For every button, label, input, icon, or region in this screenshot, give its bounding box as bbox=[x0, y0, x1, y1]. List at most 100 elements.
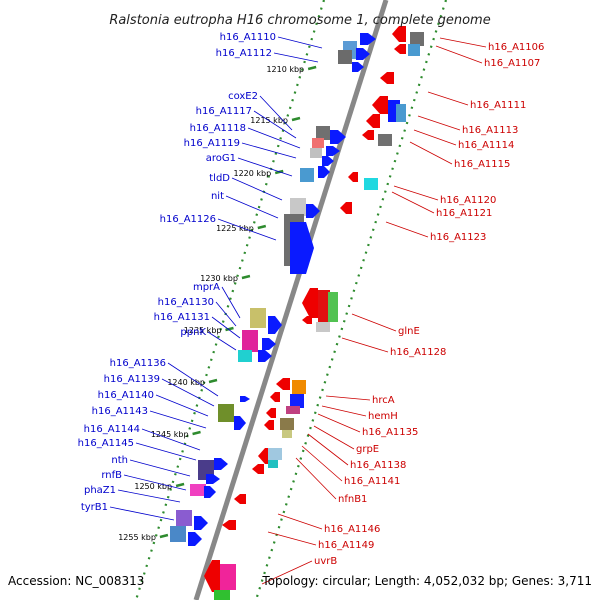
left-gene-labels: h16_A1110 h16_A1112 coxE2 h16_A1117 h16_A111… bbox=[78, 32, 323, 521]
left-leader-line bbox=[117, 489, 181, 503]
kbp-tick bbox=[225, 326, 234, 332]
gene-block bbox=[396, 104, 406, 122]
gene-block bbox=[364, 178, 378, 190]
right-leader-line bbox=[261, 560, 313, 585]
right-gene-label: h16_A1149 bbox=[318, 540, 374, 551]
gene-block bbox=[338, 50, 352, 64]
left-leader-line bbox=[149, 410, 207, 429]
right-leader-line bbox=[435, 45, 483, 64]
forward-gene-arrow bbox=[262, 338, 276, 350]
reverse-gene-arrow bbox=[394, 44, 406, 54]
gene-block bbox=[250, 308, 266, 328]
left-leader-line bbox=[155, 394, 209, 417]
forward-gene-arrow bbox=[306, 204, 320, 218]
kbp-label: 1240 kbp bbox=[167, 378, 205, 387]
gene-block bbox=[328, 292, 338, 322]
right-gene-label: h16_A1141 bbox=[344, 476, 400, 487]
reverse-gene-arrow bbox=[270, 392, 280, 402]
left-gene-label: h16_A1143 bbox=[92, 406, 148, 417]
right-leader-line bbox=[317, 413, 361, 433]
reverse-gene-arrow bbox=[392, 26, 406, 42]
right-tick-track bbox=[254, 0, 448, 600]
left-leader-line bbox=[129, 459, 191, 477]
right-leader-line bbox=[295, 457, 337, 500]
left-leader-line bbox=[253, 110, 297, 139]
left-gene-label: h16_A1126 bbox=[160, 214, 216, 225]
left-leader-line bbox=[217, 218, 277, 241]
right-leader-line bbox=[267, 531, 317, 546]
forward-gene-arrow bbox=[330, 130, 346, 144]
gene-features bbox=[170, 26, 424, 600]
gene-block bbox=[378, 134, 392, 146]
left-gene-label: h16_A1139 bbox=[104, 374, 160, 385]
right-leader-line bbox=[417, 115, 461, 131]
gene-block bbox=[268, 448, 282, 460]
right-gene-label: h16_A1123 bbox=[430, 232, 486, 243]
right-gene-label: h16_A1107 bbox=[484, 58, 540, 69]
gene-block bbox=[290, 394, 304, 408]
reverse-gene-arrow bbox=[266, 408, 276, 418]
right-gene-label: h16_A1146 bbox=[324, 524, 380, 535]
gene-block bbox=[268, 460, 278, 468]
reverse-gene-arrow bbox=[340, 202, 352, 214]
left-gene-label: nit bbox=[211, 191, 224, 202]
left-leader-line bbox=[273, 52, 319, 63]
gene-block bbox=[170, 526, 186, 542]
kbp-tick bbox=[307, 65, 317, 71]
kbp-label: 1225 kbp bbox=[216, 224, 254, 233]
left-gene-label: aroG1 bbox=[206, 153, 236, 164]
right-leader-line bbox=[277, 513, 323, 530]
right-leader-line bbox=[325, 395, 371, 401]
right-gene-label: h16_A1135 bbox=[362, 427, 418, 438]
forward-gene-arrow bbox=[356, 48, 370, 60]
gene-block bbox=[282, 430, 292, 438]
right-leader-line bbox=[439, 37, 487, 48]
left-gene-label: h16_A1112 bbox=[216, 48, 272, 59]
right-leader-line bbox=[393, 185, 439, 201]
left-leader-line bbox=[215, 301, 237, 327]
gene-block bbox=[292, 380, 306, 394]
left-leader-line bbox=[135, 442, 197, 461]
gene-block bbox=[242, 330, 258, 352]
gene-block bbox=[410, 32, 424, 46]
kbp-label: 1210 kbp bbox=[266, 65, 304, 74]
left-leader-line bbox=[161, 378, 215, 407]
right-gene-label: hemH bbox=[368, 411, 398, 422]
gene-block bbox=[280, 418, 294, 430]
left-leader-line bbox=[221, 286, 241, 319]
right-gene-label: h16_A1138 bbox=[350, 460, 406, 471]
left-leader-line bbox=[141, 428, 201, 451]
left-leader-line bbox=[247, 127, 301, 149]
right-leader-line bbox=[409, 141, 453, 165]
left-gene-label: h16_A1130 bbox=[158, 297, 214, 308]
kbp-label: 1250 kbp bbox=[134, 482, 172, 491]
chromosome-backbone bbox=[193, 0, 389, 600]
kbp-tick bbox=[257, 224, 267, 230]
left-leader-line bbox=[277, 36, 323, 49]
left-gene-label: h16_A1140 bbox=[98, 390, 154, 401]
gene-block bbox=[316, 126, 330, 140]
right-gene-label: h16_A1128 bbox=[390, 347, 446, 358]
left-gene-label: h16_A1118 bbox=[190, 123, 246, 134]
left-gene-label: mprA bbox=[193, 282, 220, 293]
kbp-label: 1235 kbp bbox=[184, 326, 222, 335]
left-gene-label: h16_A1144 bbox=[84, 424, 140, 435]
accession-text: Accession: NC_008313 bbox=[8, 574, 144, 588]
reverse-gene-arrow bbox=[204, 560, 220, 592]
right-leader-line bbox=[427, 91, 469, 106]
kbp-tick bbox=[208, 378, 218, 384]
kbp-tick bbox=[175, 482, 185, 488]
left-gene-label: tyrB1 bbox=[81, 502, 108, 513]
right-gene-label: h16_A1106 bbox=[488, 42, 544, 53]
forward-gene-arrow bbox=[214, 458, 228, 470]
kbp-tick bbox=[241, 274, 251, 280]
right-gene-label: uvrB bbox=[314, 556, 337, 567]
forward-gene-arrow bbox=[234, 416, 246, 430]
left-leader-line bbox=[241, 142, 297, 159]
gene-block bbox=[238, 350, 252, 362]
gene-block bbox=[214, 590, 230, 600]
forward-gene-arrow bbox=[258, 350, 272, 362]
right-leader-line bbox=[321, 405, 367, 417]
reverse-gene-arrow bbox=[302, 288, 318, 318]
